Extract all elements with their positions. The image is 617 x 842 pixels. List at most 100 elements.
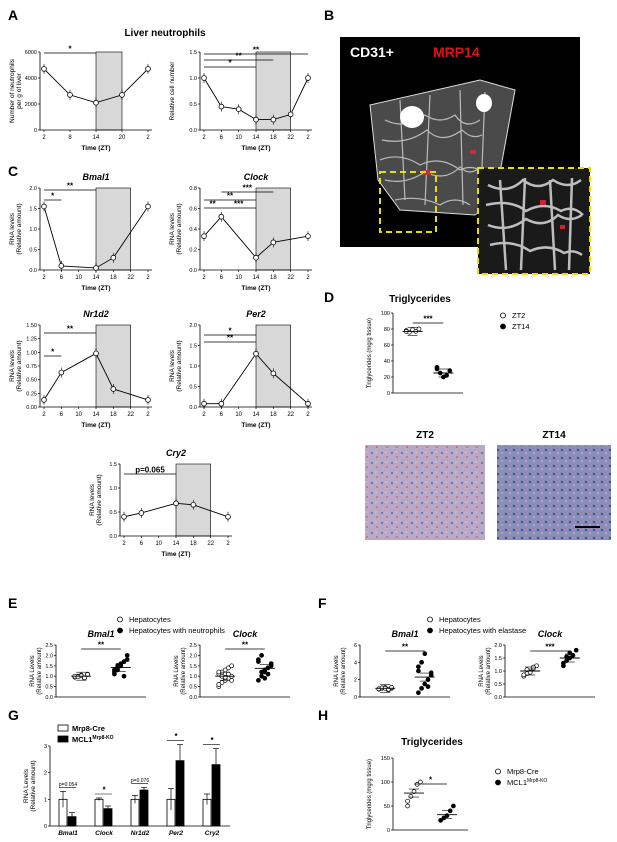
panel-c-cry2-ytick-label: 1.5 (109, 462, 117, 468)
panel-a-right-point (287, 111, 294, 118)
panel-f-clock-ytick-label: 0.0 (494, 695, 502, 701)
panel-c-per2-point (201, 400, 207, 407)
panel-e-bmal1-ytick-label: 2.0 (45, 653, 53, 659)
panel-c-cry2-title: Cry2 (166, 448, 186, 458)
panel-g-annotation: * (102, 786, 106, 795)
panel-c-nr1d2-point (93, 350, 99, 357)
panel-c-per2-point (305, 400, 311, 407)
panel-c-per2-ytick-label: 2.0 (189, 323, 197, 329)
panel-a-right-xtick-label: 10 (235, 135, 242, 141)
panel-c-nr1d2-ytick-label: 1.00 (26, 350, 37, 356)
panel-c-clock-xlabel: Time (ZT) (241, 285, 270, 292)
panel-h-chart-point (451, 803, 456, 809)
panel-h-legend-marker (495, 779, 501, 786)
panel-f-bmal1-point (425, 684, 431, 689)
panel-c-bmal1-xtick-label: 2 (146, 275, 150, 281)
panel-e-bmal1-point (124, 657, 130, 662)
panel-a-left-point (41, 66, 47, 72)
panel-a-left-xtick-label: 20 (119, 135, 126, 141)
panel-f-legend-label: Hepatocytes with elastase (439, 626, 526, 635)
panel-c-clock-night-shade (255, 187, 291, 271)
panel-b-micrograph: CD31+ MRP14 (340, 37, 591, 275)
panel-f-bmal1-point (416, 664, 421, 670)
panel-c-bmal1-point (110, 254, 117, 261)
panel-g-chart-ytick-label: 3 (44, 744, 47, 750)
panel-c-cry2-xtick-label: 14 (173, 541, 180, 547)
panel-c-cry2-xtick-label: 18 (190, 541, 197, 547)
panel-c-clock-xtick-label: 10 (235, 275, 242, 281)
panel-letter-a: A (8, 7, 18, 23)
panel-a-left-point (93, 99, 99, 106)
panel-a-right-ytick-label: 0.0 (189, 128, 197, 134)
panel-c-clock-xtick-label: 22 (287, 275, 294, 281)
panel-a-right-xtick-label: 18 (270, 135, 277, 141)
panel-d-legend: ZT2 ZT14 (500, 311, 530, 331)
panel-g-annotation: * (174, 732, 178, 741)
panel-c-clock-ytick-label: 0.6 (189, 207, 197, 213)
panel-g-annotation: p=0.076 (131, 778, 149, 784)
panel-e-clock-point (265, 671, 271, 677)
panel-e-clock-point (259, 653, 264, 658)
panel-c-cry2-point (138, 510, 145, 516)
panel-letter-h: H (318, 707, 328, 723)
panel-a-left-ytick-label: 6000 (25, 50, 37, 56)
panel-c-nr1d2-ylabel: RNA levels (9, 349, 16, 382)
panel-c-nr1d2-xtick-label: 2 (146, 412, 150, 418)
panel-g-category-label: Nr1d2 (131, 830, 150, 837)
panel-c-nr1d2-sig-label: * (51, 348, 55, 357)
panel-a-right-xtick-label: 2 (306, 135, 310, 141)
panel-e-clock-point (256, 678, 261, 683)
panel-c-nr1d2-sig-label: ** (67, 325, 74, 334)
panel-e-clock-point (262, 675, 268, 681)
panel-a-right-ytick-label: 1.5 (189, 50, 197, 56)
panel-e-clock-point (229, 663, 234, 669)
panel-a-left-xlabel: Time (ZT) (81, 145, 110, 152)
panel-e-clock-title: Clock (233, 629, 259, 639)
panel-c-nr1d2-title: Nr1d2 (83, 309, 109, 319)
panel-c-cry2-point (173, 500, 179, 507)
panel-a-left-ytick-label: 0 (34, 128, 37, 134)
panel-h-chart-point (405, 798, 410, 804)
panel-g-legend-label: MCL1Mrp8-KO (72, 735, 114, 744)
panel-h-legend-label: Mrp8-Cre (507, 767, 539, 776)
panel-d-chart-ytick-label: 60 (384, 343, 390, 349)
panel-e-clock-ytick-label: 1.5 (189, 664, 197, 670)
panel-e-bmal1-point (121, 673, 127, 679)
panel-c-nr1d2-point (110, 386, 117, 392)
panel-g-annotation: * (210, 736, 214, 745)
panel-c-bmal1-point (145, 203, 151, 210)
panel-f-bmal1-point (419, 659, 424, 665)
panel-c-cry2-xtick-label: 6 (140, 541, 144, 547)
panel-c-per2-night-shade (255, 324, 291, 408)
panel-c-cry2-xtick-label: 10 (155, 541, 162, 547)
panel-e-bmal1-title: Bmal1 (87, 629, 114, 639)
panel-c-nr1d2-xlabel: Time (ZT) (81, 422, 110, 429)
panel-d-zt2-image-label: ZT2 (416, 430, 434, 441)
panel-h-chart-ylabel: Triglycerides (mg/g tissue) (367, 759, 373, 829)
panel-h-chart: 0 50 100 150 Triglycerides (mg/g tissue) * (367, 756, 468, 834)
panel-g-category-label: Per2 (169, 830, 183, 837)
panel-c-cry2-ytick-label: 0.5 (109, 510, 117, 516)
panel-d-chart-ytick-label: 100 (381, 311, 390, 317)
panel-e-clock-ytick-label: 2.5 (189, 643, 197, 649)
panel-a-left-ylabel: Number of neutrophils (9, 58, 16, 123)
panel-g-legend-label: Mrp8-Cre (72, 724, 105, 733)
panel-letter-f: F (318, 595, 327, 611)
panel-b-cd31-label: CD31+ (350, 44, 394, 60)
panel-a-right-xtick-label: 14 (253, 135, 260, 141)
panel-c-nr1d2-ytick-label: 0.25 (26, 391, 37, 397)
panel-c-nr1d2-ytick-label: 0.75 (26, 364, 37, 370)
panel-c-cry2-ylabel: RNA levels (89, 483, 96, 516)
panel-e-clock-point (229, 678, 234, 683)
panel-c-per2-ytick-label: 0.5 (189, 385, 197, 391)
panel-a-right-sig-label: ** (236, 52, 243, 61)
panel-c-per2-xtick-label: 18 (270, 412, 277, 418)
panel-f-clock-ytick-label: 0.5 (494, 682, 502, 688)
panel-f-clock-sig-label: *** (545, 643, 555, 652)
panel-d-chart: 0 20 40 60 80 100 Triglycerides (mg/g tissue) *… (367, 311, 463, 397)
panel-h-chart-ytick-label: 150 (381, 756, 390, 762)
panel-c-clock-sig-label: *** (234, 200, 244, 209)
